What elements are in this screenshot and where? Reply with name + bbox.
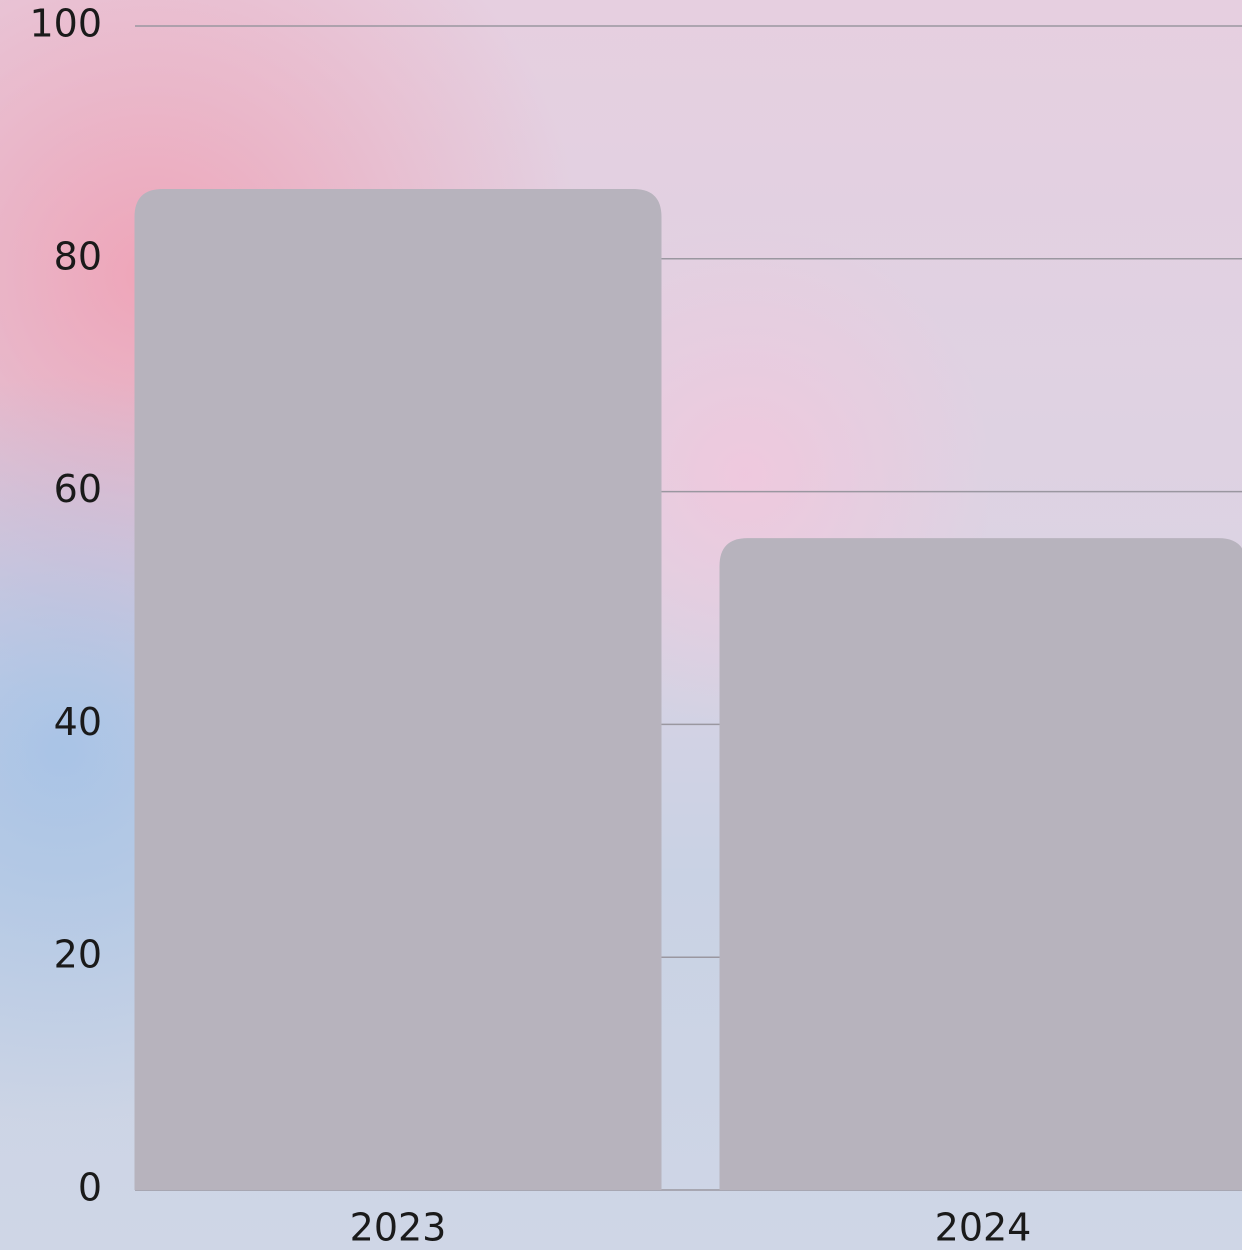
y-tick-label: 40 xyxy=(54,700,102,744)
y-tick-label: 100 xyxy=(29,2,102,46)
bar xyxy=(720,538,1242,1190)
page: {"chart_data": {"type": "bar", "categori… xyxy=(0,0,1242,1250)
bar xyxy=(135,189,662,1190)
x-tick-label: 2024 xyxy=(935,1206,1032,1250)
chart: 0 20 40 60 80 100 2023 2024 xyxy=(0,0,1242,1250)
y-tick-label: 60 xyxy=(54,467,102,511)
x-tick-label: 2023 xyxy=(350,1206,447,1250)
y-tick-label: 20 xyxy=(54,933,102,977)
y-tick-label: 80 xyxy=(54,234,102,278)
y-tick-label: 0 xyxy=(78,1166,102,1210)
